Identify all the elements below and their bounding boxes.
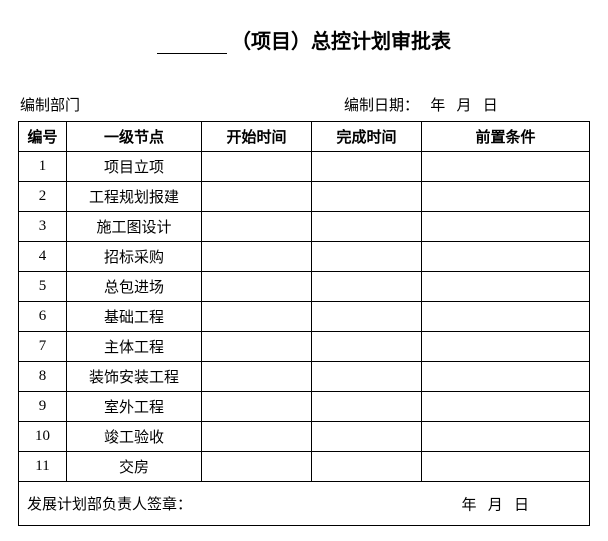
cell-num: 5 <box>19 272 67 302</box>
page-title: （项目）总控计划审批表 <box>18 25 590 54</box>
cell-pre <box>422 212 590 242</box>
cell-end <box>312 242 422 272</box>
cell-node: 基础工程 <box>67 302 202 332</box>
cell-end <box>312 212 422 242</box>
table-header-row: 编号 一级节点 开始时间 完成时间 前置条件 <box>19 122 590 152</box>
cell-pre <box>422 302 590 332</box>
cell-num: 7 <box>19 332 67 362</box>
footer-label: 发展计划部负责人签章： <box>27 497 192 513</box>
cell-pre <box>422 182 590 212</box>
cell-end <box>312 392 422 422</box>
cell-node: 主体工程 <box>67 332 202 362</box>
header-node: 一级节点 <box>67 122 202 152</box>
cell-num: 3 <box>19 212 67 242</box>
table-row: 3施工图设计 <box>19 212 590 242</box>
meta-row: 编制部门 编制日期： 年 月 日 <box>18 94 590 115</box>
meta-dept: 编制部门 <box>20 94 264 115</box>
table-row: 11交房 <box>19 452 590 482</box>
table-row: 5总包进场 <box>19 272 590 302</box>
cell-start <box>202 452 312 482</box>
cell-start <box>202 182 312 212</box>
cell-node: 装饰安装工程 <box>67 362 202 392</box>
cell-num: 4 <box>19 242 67 272</box>
table-footer-row: 发展计划部负责人签章： 年 月 日 <box>19 482 590 526</box>
title-suffix: （项目）总控计划审批表 <box>231 31 451 53</box>
cell-end <box>312 452 422 482</box>
cell-node: 总包进场 <box>67 272 202 302</box>
table-row: 6基础工程 <box>19 302 590 332</box>
cell-start <box>202 422 312 452</box>
cell-start <box>202 212 312 242</box>
cell-pre <box>422 332 590 362</box>
table-row: 9室外工程 <box>19 392 590 422</box>
table-row: 2工程规划报建 <box>19 182 590 212</box>
footer-year: 年 <box>461 497 476 513</box>
cell-end <box>312 422 422 452</box>
cell-end <box>312 332 422 362</box>
cell-num: 11 <box>19 452 67 482</box>
cell-node: 工程规划报建 <box>67 182 202 212</box>
cell-pre <box>422 452 590 482</box>
cell-node: 室外工程 <box>67 392 202 422</box>
cell-node: 招标采购 <box>67 242 202 272</box>
cell-node: 交房 <box>67 452 202 482</box>
cell-num: 2 <box>19 182 67 212</box>
cell-pre <box>422 422 590 452</box>
cell-num: 6 <box>19 302 67 332</box>
table-row: 7主体工程 <box>19 332 590 362</box>
cell-node: 竣工验收 <box>67 422 202 452</box>
cell-pre <box>422 362 590 392</box>
table-row: 8装饰安装工程 <box>19 362 590 392</box>
footer-cell: 发展计划部负责人签章： 年 月 日 <box>19 482 590 526</box>
cell-start <box>202 362 312 392</box>
cell-num: 9 <box>19 392 67 422</box>
year-label: 年 <box>430 98 445 114</box>
cell-pre <box>422 242 590 272</box>
cell-num: 10 <box>19 422 67 452</box>
approval-table: 编号 一级节点 开始时间 完成时间 前置条件 1项目立项2工程规划报建3施工图设… <box>18 121 590 526</box>
cell-start <box>202 272 312 302</box>
cell-num: 8 <box>19 362 67 392</box>
dept-label: 编制部门 <box>20 98 80 114</box>
cell-end <box>312 152 422 182</box>
footer-month: 月 <box>488 497 503 513</box>
cell-node: 项目立项 <box>67 152 202 182</box>
cell-start <box>202 302 312 332</box>
title-blank <box>157 53 227 54</box>
cell-num: 1 <box>19 152 67 182</box>
cell-pre <box>422 272 590 302</box>
header-start: 开始时间 <box>202 122 312 152</box>
header-end: 完成时间 <box>312 122 422 152</box>
footer-date: 年 月 日 <box>461 493 529 514</box>
table-row: 1项目立项 <box>19 152 590 182</box>
cell-end <box>312 302 422 332</box>
cell-end <box>312 272 422 302</box>
day-label: 日 <box>483 98 498 114</box>
cell-start <box>202 152 312 182</box>
date-label: 编制日期： <box>344 98 419 114</box>
header-num: 编号 <box>19 122 67 152</box>
cell-pre <box>422 392 590 422</box>
cell-start <box>202 392 312 422</box>
cell-node: 施工图设计 <box>67 212 202 242</box>
cell-pre <box>422 152 590 182</box>
table-row: 10竣工验收 <box>19 422 590 452</box>
footer-day: 日 <box>514 497 529 513</box>
cell-end <box>312 182 422 212</box>
cell-end <box>312 362 422 392</box>
table-row: 4招标采购 <box>19 242 590 272</box>
cell-start <box>202 242 312 272</box>
header-pre: 前置条件 <box>422 122 590 152</box>
month-label: 月 <box>457 98 472 114</box>
cell-start <box>202 332 312 362</box>
meta-date: 编制日期： 年 月 日 <box>264 94 588 115</box>
